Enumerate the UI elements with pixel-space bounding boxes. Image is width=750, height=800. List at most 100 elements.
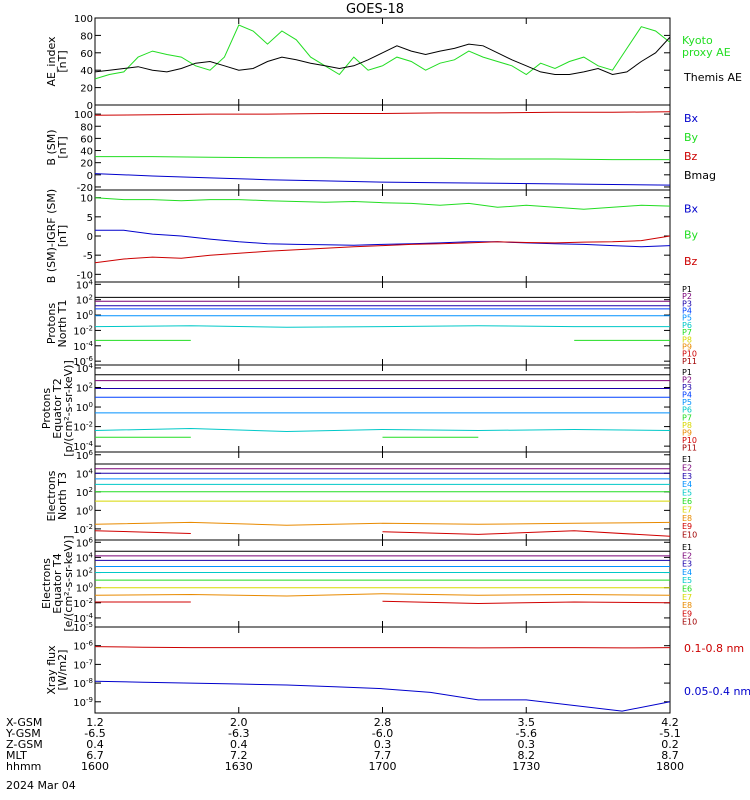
- legend-E1: E1: [682, 455, 692, 464]
- y-tick-label: 104: [76, 467, 94, 480]
- legend-E6: E6: [682, 497, 692, 506]
- y-tick-label: 20: [80, 159, 93, 170]
- y-tick-label: 20: [80, 84, 93, 95]
- y-tick-label: 0: [87, 101, 93, 112]
- y-tick-label: 10-4: [73, 440, 93, 453]
- legend-0.1-0.8 nm: 0.1-0.8 nm: [684, 642, 744, 655]
- x-row-value: 7.2: [230, 749, 248, 762]
- legend-E2: E2: [682, 551, 692, 560]
- x-row-value: 1800: [656, 760, 684, 773]
- panel-ae: 0 20 40 60 80 100 AE_index[nT] Kyoto proxy AE The…: [45, 14, 742, 112]
- legend-P9: P9: [682, 342, 692, 351]
- x-row-value: -6.3: [228, 727, 249, 740]
- x-row-value: 1.2: [86, 716, 104, 729]
- legend-P11: P11: [682, 443, 697, 452]
- legend-kyoto: Kyoto proxy AE: [682, 34, 731, 59]
- legend-E6: E6: [682, 585, 692, 594]
- legend-E10: E10: [682, 531, 697, 540]
- panel-frame: [94, 451, 671, 541]
- y-tick-label: 102: [76, 381, 93, 394]
- x-row-value: 1630: [225, 760, 253, 773]
- x-row-value: -6.0: [372, 727, 393, 740]
- panel-frame: [94, 281, 671, 366]
- y-tick-label: 104: [76, 278, 94, 291]
- legend-P8: P8: [682, 335, 692, 344]
- x-row-value: 1600: [81, 760, 109, 773]
- legend-By: By: [684, 229, 699, 242]
- y-tick-label: 100: [76, 401, 93, 414]
- legend-P3: P3: [682, 299, 692, 308]
- panel-frame: [94, 364, 671, 453]
- y-axis-label: Xray flux: [45, 645, 58, 695]
- panel-bdiff: -10 -5 0 5 10 B (SM)-IGRF (SM)[nT] Bx By Bz: [45, 189, 699, 283]
- x-row-label: Z-GSM: [6, 738, 43, 751]
- y-tick-label: 100: [74, 14, 93, 25]
- legend-P7: P7: [682, 328, 692, 337]
- legend-E1: E1: [682, 543, 692, 552]
- legend-E8: E8: [682, 601, 692, 610]
- y-tick-label: 60: [80, 134, 93, 145]
- x-row-label: X-GSM: [6, 716, 42, 729]
- y-tick-label: 10-2: [73, 324, 93, 337]
- y-tick-label: -5: [83, 251, 93, 262]
- legend-E10: E10: [682, 618, 697, 627]
- legend-E9: E9: [682, 522, 692, 531]
- y-tick-label: 10-4: [73, 340, 93, 353]
- legend-E2: E2: [682, 463, 692, 472]
- series-line-E8: [94, 593, 671, 597]
- legend-By: By: [684, 131, 699, 144]
- y-tick-label: -20: [77, 183, 93, 194]
- x-row-value: 7.7: [374, 749, 392, 762]
- x-row-value: 0.4: [230, 738, 248, 751]
- y-axis-label: Equator T4: [51, 553, 64, 613]
- y-axis-label: [nT]: [56, 225, 69, 247]
- y-tick-label: 5: [87, 213, 93, 224]
- series-line-P6: [94, 325, 670, 328]
- x-row-value: 2.0: [230, 716, 248, 729]
- y-tick-label: 100: [76, 309, 93, 322]
- x-row-value: -5.1: [659, 727, 680, 740]
- legend-E4: E4: [682, 480, 692, 489]
- legend-P2: P2: [682, 376, 692, 385]
- series-line-Bz: [94, 111, 671, 116]
- y-axis-label: [W/m2]: [56, 650, 69, 691]
- y-tick-label: 100: [76, 504, 93, 517]
- x-row-value: 0.4: [86, 738, 104, 751]
- y-tick-label: 102: [76, 486, 93, 499]
- y-tick-label: 80: [80, 122, 93, 133]
- y-tick-label: 102: [76, 567, 93, 580]
- series-line-E9: [382, 600, 671, 605]
- series-line-Bx: [95, 229, 671, 248]
- y-axis-label: [nT]: [56, 50, 69, 72]
- series-line-By: [94, 197, 671, 210]
- legend-Bx: Bx: [684, 112, 699, 125]
- x-row-value: 2.8: [374, 716, 392, 729]
- series-line-E8: [94, 521, 671, 526]
- y-axis-label: North T1: [56, 300, 69, 348]
- y-axis-label: AE_index: [45, 36, 58, 87]
- legend-P1: P1: [682, 368, 692, 377]
- legend-E8: E8: [682, 514, 692, 523]
- series-line-Themis AE: [94, 36, 671, 76]
- y-tick-label: -10: [77, 270, 93, 281]
- y-tick-label: 104: [76, 551, 94, 564]
- legend-P10: P10: [682, 436, 697, 445]
- legend-P2: P2: [682, 292, 692, 301]
- legend-E7: E7: [682, 505, 692, 514]
- x-row-label: MLT: [6, 749, 27, 762]
- series-line-0.1-0.8 nm: [94, 646, 671, 649]
- legend-E9: E9: [682, 609, 692, 618]
- y-tick-label: 10-9: [73, 696, 93, 709]
- y-axis-label: B (SM): [45, 129, 58, 165]
- x-row-value: 6.7: [86, 749, 104, 762]
- y-tick-label: 100: [76, 582, 93, 595]
- panel-frame: [94, 17, 671, 106]
- x-axis-table: X-GSM 1.2 2.0 2.8 3.5 4.2 Y-GSM -6.5 -6.3 -6.0 -5.…: [5, 716, 684, 773]
- x-row-value: -5.6: [516, 727, 537, 740]
- legend-P11: P11: [682, 357, 697, 366]
- x-row-value: 8.7: [661, 749, 679, 762]
- x-row-value: 1700: [369, 760, 397, 773]
- series-line-0.05-0.4 nm: [94, 680, 671, 712]
